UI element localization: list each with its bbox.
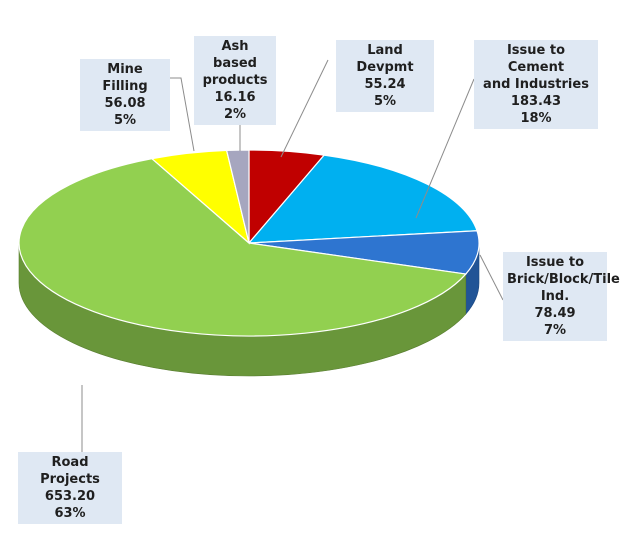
label-brick-name-1: Issue to <box>525 255 585 270</box>
leader-brick <box>479 254 504 301</box>
label-brick-value: 78.49 <box>534 306 576 321</box>
label-cement-percent: 18% <box>520 111 552 126</box>
label-cement-name-2: and Industries <box>483 77 589 92</box>
label-brick: Issue to Brick/Block/Tile Ind. 78.49 7% <box>503 252 620 341</box>
label-brick-percent: 7% <box>543 323 567 338</box>
leader-lines <box>81 59 504 453</box>
leader-mine-filling <box>170 77 195 152</box>
label-cement-name-1: Issue to Cement <box>506 43 566 75</box>
pie-slice-ash-based-products <box>225 149 250 244</box>
label-ash-value: 16.16 <box>214 90 256 105</box>
label-land-percent: 5% <box>373 94 397 109</box>
leader-cement <box>415 78 475 219</box>
leader-land-devpmt <box>280 59 329 158</box>
label-brick-name-2: Brick/Block/Tile <box>507 272 620 287</box>
label-ash-name-1: Ash based <box>213 39 257 71</box>
label-road-projects: Road Projects 653.20 63% <box>18 452 122 524</box>
label-ash-products: Ash based products 16.16 2% <box>194 36 276 125</box>
label-ash-name-2: products <box>202 73 268 88</box>
label-land-devpmt: Land Devpmt 55.24 5% <box>336 40 434 112</box>
label-road-percent: 63% <box>54 506 86 521</box>
pie-slice-road-projects <box>18 158 467 337</box>
label-road-value: 653.20 <box>44 489 96 504</box>
label-road-name: Road Projects <box>40 455 100 487</box>
label-cement: Issue to Cement and Industries 183.43 18… <box>474 40 598 129</box>
label-mine-name: Mine Filling <box>102 62 148 94</box>
pie-top-slices <box>18 149 480 337</box>
label-cement-value: 183.43 <box>510 94 562 109</box>
label-mine-filling: Mine Filling 56.08 5% <box>80 59 170 131</box>
label-mine-value: 56.08 <box>104 96 146 111</box>
pie-slice-issue-to-cement-and-industries <box>247 154 478 244</box>
pie-slice-issue-to-brick-block-tile-ind <box>248 230 480 275</box>
label-ash-percent: 2% <box>223 107 247 122</box>
label-brick-name-3: Ind. <box>540 289 570 304</box>
label-mine-percent: 5% <box>113 113 137 128</box>
label-land-value: 55.24 <box>364 77 406 92</box>
label-land-name: Land Devpmt <box>356 43 414 75</box>
